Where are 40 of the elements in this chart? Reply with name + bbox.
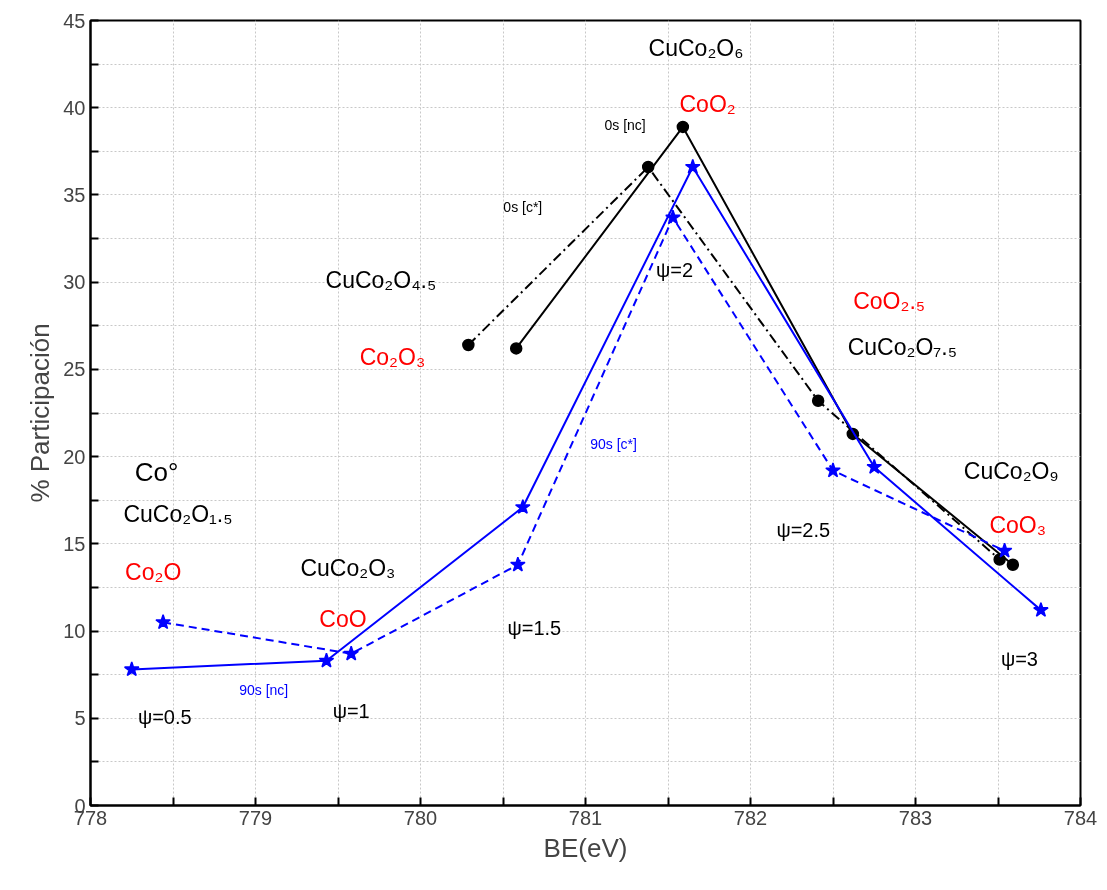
text: 0s [c*] (503, 199, 543, 216)
x-tick-label: 781 (568, 806, 603, 829)
annotation: ψ=2.5 (776, 518, 831, 541)
x-tick-label: 780 (403, 806, 438, 829)
y-tick-label: 25 (63, 358, 86, 381)
y-tick-label: 15 (63, 532, 86, 555)
annotation: CoO₃ (989, 511, 1047, 538)
y-tick-label: 20 (63, 445, 86, 468)
annotation: CuCo₂O₉ (963, 457, 1059, 484)
annotation: ψ=2 (656, 258, 694, 281)
annotation: CuCo₂O₁.₅ (123, 501, 233, 528)
annotation: ψ=1 (332, 700, 370, 723)
y-tick-label: 30 (63, 271, 86, 294)
x-tick-label: 783 (898, 806, 933, 829)
annotation: CuCo₂O₇.₅ (847, 333, 957, 360)
y-axis-title: % Participación (25, 323, 56, 503)
annotation: CoO₂.₅ (853, 288, 926, 315)
series-label: 0s [nc] (604, 117, 646, 134)
x-axis-title: BE(eV) (543, 832, 628, 863)
series-label: 90s [nc] (239, 682, 289, 699)
y-tick-label: 40 (63, 96, 86, 119)
series-label: 90s [c*] (590, 436, 637, 453)
annotation: Co₂O₃ (359, 344, 426, 371)
annotation: CoO₂ (679, 91, 736, 118)
annotation: ψ=1.5 (507, 616, 562, 639)
annotation: CuCo₂O₆ (648, 35, 744, 62)
annotation: ψ=3 (1000, 647, 1038, 670)
annotation: CoO (319, 605, 367, 632)
annotation: Co₂O (125, 558, 182, 585)
x-tick-label: 779 (238, 806, 273, 829)
y-tick-label: 10 (63, 620, 86, 643)
y-tick-label: 5 (74, 707, 86, 730)
x-tick-label: 782 (733, 806, 768, 829)
x-tick-label: 784 (1063, 806, 1098, 829)
annotation: CuCo₂O₃ (300, 555, 396, 582)
annotation: ψ=0.5 (137, 705, 192, 728)
y-tick-label: 45 (63, 9, 86, 32)
y-tick-label: 35 (63, 183, 86, 206)
annotation: Co° (134, 457, 179, 488)
annotation: CuCo₂O₄.₅ (325, 267, 437, 294)
